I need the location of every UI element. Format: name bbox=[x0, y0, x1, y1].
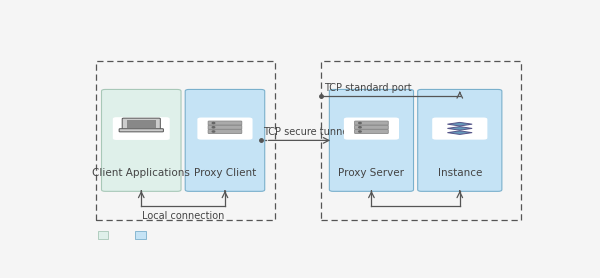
Polygon shape bbox=[448, 126, 472, 130]
Text: Proxy Server: Proxy Server bbox=[338, 168, 404, 178]
Bar bbox=[136, 231, 146, 239]
FancyBboxPatch shape bbox=[185, 90, 265, 191]
Text: Instance: Instance bbox=[437, 168, 482, 178]
Bar bbox=[322, 61, 521, 220]
Text: Local connection: Local connection bbox=[142, 211, 224, 221]
Polygon shape bbox=[448, 122, 472, 126]
FancyBboxPatch shape bbox=[344, 118, 399, 140]
FancyBboxPatch shape bbox=[208, 130, 242, 133]
FancyBboxPatch shape bbox=[113, 117, 170, 140]
Circle shape bbox=[359, 123, 361, 124]
Text: TCP secure tunnel: TCP secure tunnel bbox=[263, 127, 352, 137]
FancyBboxPatch shape bbox=[418, 90, 502, 191]
Text: TCP standard port: TCP standard port bbox=[324, 83, 412, 93]
FancyBboxPatch shape bbox=[355, 125, 388, 129]
FancyBboxPatch shape bbox=[355, 121, 388, 125]
FancyBboxPatch shape bbox=[432, 118, 487, 140]
Bar bbox=[98, 231, 109, 239]
FancyBboxPatch shape bbox=[208, 125, 242, 129]
Circle shape bbox=[212, 123, 215, 124]
FancyBboxPatch shape bbox=[355, 130, 388, 133]
FancyBboxPatch shape bbox=[197, 118, 253, 140]
Circle shape bbox=[212, 131, 215, 132]
Text: Client Applications: Client Applications bbox=[92, 168, 190, 178]
Bar bbox=[127, 120, 156, 128]
FancyBboxPatch shape bbox=[329, 90, 413, 191]
Circle shape bbox=[212, 127, 215, 128]
FancyBboxPatch shape bbox=[119, 129, 163, 132]
Polygon shape bbox=[448, 131, 472, 135]
FancyBboxPatch shape bbox=[208, 121, 242, 125]
Bar bbox=[96, 61, 275, 220]
FancyBboxPatch shape bbox=[122, 118, 160, 130]
FancyBboxPatch shape bbox=[101, 90, 181, 191]
Circle shape bbox=[359, 131, 361, 132]
Text: Proxy Client: Proxy Client bbox=[194, 168, 256, 178]
Circle shape bbox=[359, 127, 361, 128]
